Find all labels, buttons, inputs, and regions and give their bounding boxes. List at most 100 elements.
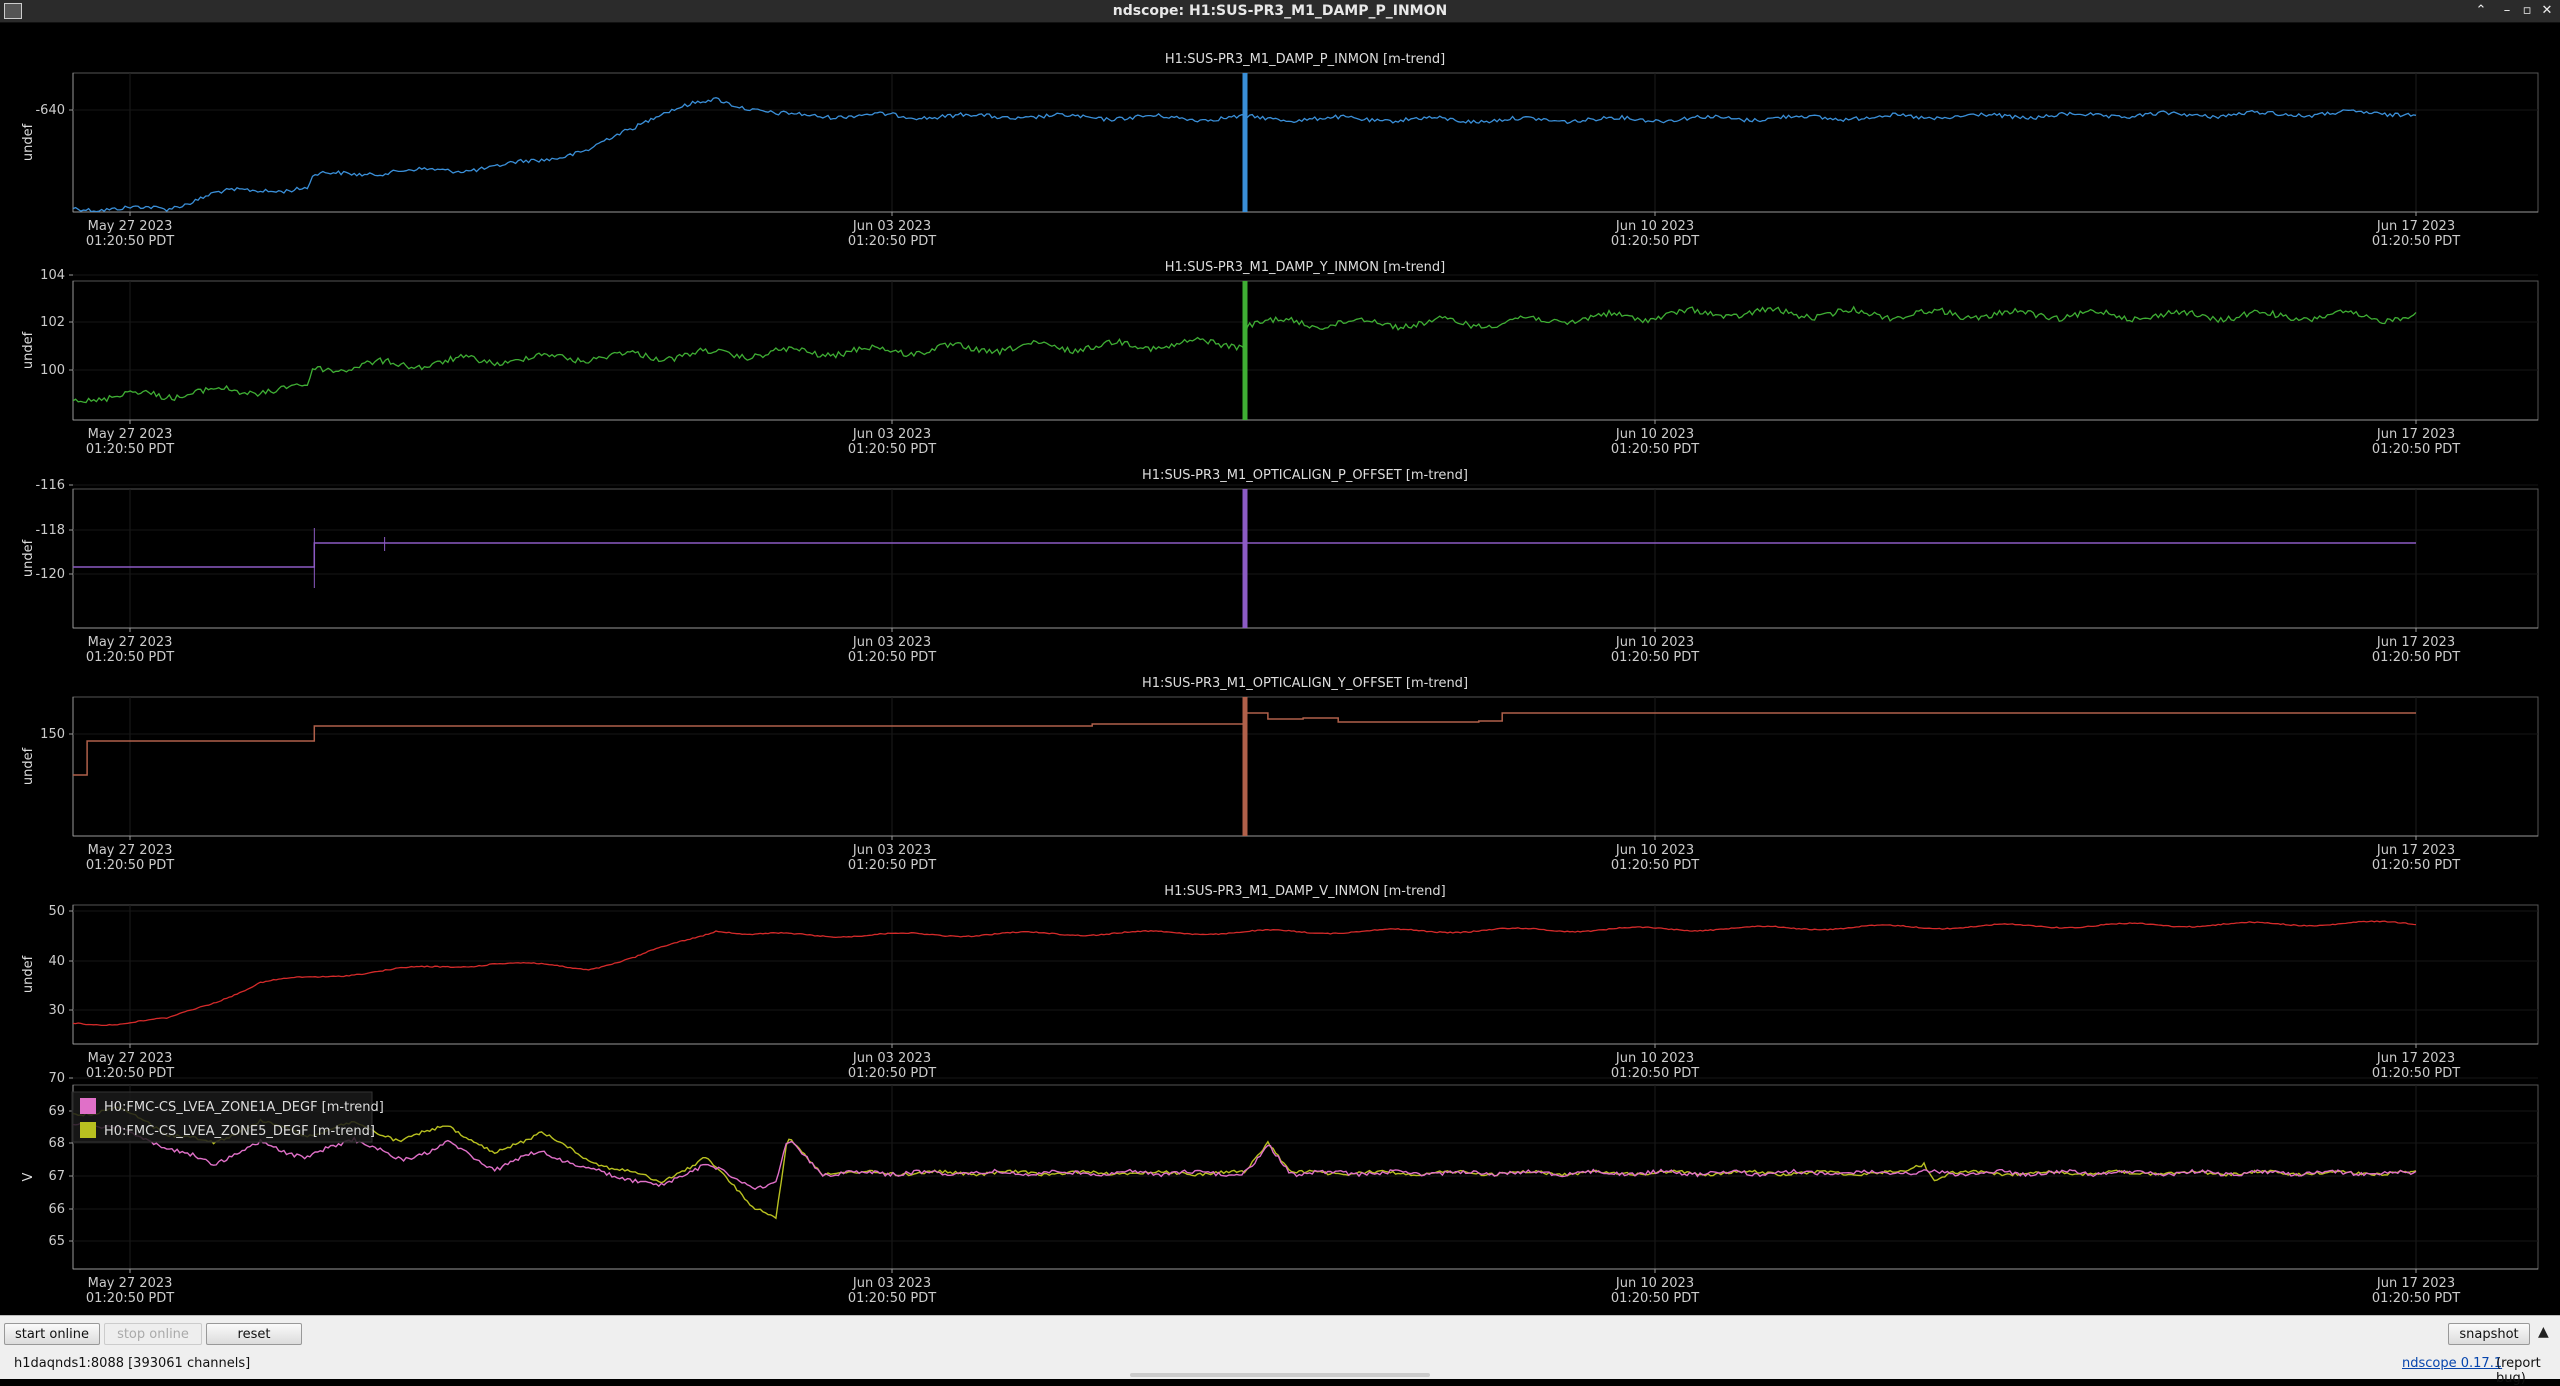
x-tick-date: May 27 2023 — [88, 843, 173, 858]
chevron-up-icon[interactable]: ⌃ — [2475, 3, 2487, 18]
x-tick-time: 01:20:50 PDT — [1611, 234, 1699, 249]
x-tick-date: Jun 03 2023 — [852, 843, 931, 858]
server-status: h1daqnds1:8088 [393061 channels] — [14, 1356, 251, 1371]
x-tick-date: Jun 10 2023 — [1615, 635, 1694, 650]
y-tick-label: -120 — [35, 567, 65, 582]
legend: H0:FMC-CS_LVEA_ZONE1A_DEGF [m-trend] H0:F… — [71, 1091, 384, 1143]
plot-panel[interactable]: H1:SUS-PR3_M1_DAMP_V_INMON [m-trend] unde… — [21, 884, 2539, 1081]
x-tick-date: Jun 03 2023 — [852, 427, 931, 442]
y-tick-label: 30 — [48, 1003, 65, 1018]
legend-swatch — [80, 1098, 96, 1114]
plot-title: H1:SUS-PR3_M1_OPTICALIGN_Y_OFFSET [m-tre… — [1142, 676, 1468, 691]
reset-button[interactable]: reset — [206, 1323, 302, 1345]
window-titlebar: ndscope: H1:SUS-PR3_M1_DAMP_P_INMON ⌃ – … — [0, 0, 2560, 23]
snapshot-button[interactable]: snapshot — [2448, 1323, 2530, 1345]
x-tick-date: Jun 10 2023 — [1615, 219, 1694, 234]
plot-title: H1:SUS-PR3_M1_OPTICALIGN_P_OFFSET [m-tre… — [1142, 468, 1468, 483]
app-icon — [4, 3, 22, 19]
report-bug-link[interactable]: (report bug) — [2496, 1356, 2541, 1386]
x-tick-date: Jun 17 2023 — [2376, 1051, 2455, 1066]
x-tick-time: 01:20:50 PDT — [1611, 1066, 1699, 1081]
x-tick-time: 01:20:50 PDT — [86, 650, 174, 665]
plot-title: H1:SUS-PR3_M1_DAMP_P_INMON [m-trend] — [1165, 52, 1445, 67]
plot-panel[interactable]: H1:SUS-PR3_M1_OPTICALIGN_Y_OFFSET [m-tre… — [21, 676, 2539, 873]
y-tick-label: -640 — [35, 103, 65, 118]
plot-canvas[interactable]: H1:SUS-PR3_M1_DAMP_P_INMON [m-trend] unde… — [0, 23, 2560, 1315]
x-tick-date: May 27 2023 — [88, 1051, 173, 1066]
y-tick-label: 102 — [40, 315, 65, 330]
version-link[interactable]: ndscope 0.17.1 — [2402, 1356, 2503, 1371]
window-title: ndscope: H1:SUS-PR3_M1_DAMP_P_INMON — [1112, 3, 1448, 19]
y-tick-label: -118 — [35, 523, 65, 538]
x-tick-date: Jun 10 2023 — [1615, 1276, 1694, 1291]
x-tick-time: 01:20:50 PDT — [848, 858, 936, 873]
y-axis-label: undef — [21, 747, 36, 785]
legend-swatch — [80, 1122, 96, 1138]
x-tick-time: 01:20:50 PDT — [2372, 1066, 2460, 1081]
data-trace-zone1a — [73, 1122, 2417, 1191]
plot-frame[interactable] — [72, 280, 2539, 421]
x-tick-time: 01:20:50 PDT — [1611, 1291, 1699, 1306]
plot-frame[interactable] — [72, 72, 2539, 213]
x-tick-date: Jun 03 2023 — [852, 1051, 931, 1066]
minimize-icon[interactable]: – — [2503, 3, 2511, 18]
maximize-icon[interactable]: ▫ — [2522, 3, 2532, 18]
x-tick-date: Jun 17 2023 — [2376, 427, 2455, 442]
x-tick-time: 01:20:50 PDT — [848, 442, 936, 457]
x-tick-date: Jun 10 2023 — [1615, 427, 1694, 442]
x-tick-date: May 27 2023 — [88, 635, 173, 650]
plot-area[interactable]: H1:SUS-PR3_M1_DAMP_P_INMON [m-trend] unde… — [0, 23, 2560, 1315]
x-tick-date: May 27 2023 — [88, 427, 173, 442]
data-trace — [73, 712, 2416, 776]
plot-panel[interactable]: H1:SUS-PR3_M1_DAMP_P_INMON [m-trend] unde… — [21, 52, 2539, 249]
trace-group — [73, 73, 2417, 212]
data-spike — [1242, 281, 1248, 420]
plot-frame[interactable] — [72, 696, 2539, 837]
y-axis-label: undef — [21, 955, 36, 993]
x-tick-time: 01:20:50 PDT — [86, 442, 174, 457]
y-axis-label: undef — [21, 331, 36, 369]
y-tick-label: 100 — [40, 363, 65, 378]
x-tick-time: 01:20:50 PDT — [86, 1066, 174, 1081]
x-tick-time: 01:20:50 PDT — [848, 234, 936, 249]
stop-online-button[interactable]: stop online — [104, 1323, 202, 1345]
x-tick-date: Jun 03 2023 — [852, 1276, 931, 1291]
x-tick-time: 01:20:50 PDT — [2372, 234, 2460, 249]
data-trace — [73, 920, 2417, 1027]
y-tick-label: 66 — [48, 1202, 65, 1217]
plot-frame[interactable] — [72, 904, 2539, 1045]
x-tick-date: Jun 10 2023 — [1615, 843, 1694, 858]
start-online-button[interactable]: start online — [4, 1323, 100, 1345]
data-spike — [1242, 489, 1248, 628]
plot-frame[interactable] — [72, 488, 2539, 629]
x-tick-date: Jun 17 2023 — [2376, 843, 2455, 858]
expand-arrow-icon[interactable]: ▲ — [2538, 1324, 2549, 1340]
x-tick-date: Jun 17 2023 — [2376, 635, 2455, 650]
plot-title: H1:SUS-PR3_M1_DAMP_V_INMON [m-trend] — [1164, 884, 1445, 899]
data-spike — [1242, 697, 1248, 836]
plot-panel[interactable]: H1:SUS-PR3_M1_DAMP_Y_INMON [m-trend] unde… — [21, 260, 2539, 457]
y-axis-label: undef — [21, 539, 36, 577]
bottom-toolbar: start online stop online reset snapshot … — [0, 1315, 2560, 1386]
plot-frame[interactable] — [72, 1084, 2539, 1270]
x-tick-time: 01:20:50 PDT — [848, 1066, 936, 1081]
plot-panel[interactable]: H1:SUS-PR3_M1_OPTICALIGN_P_OFFSET [m-tre… — [21, 468, 2539, 665]
x-tick-time: 01:20:50 PDT — [86, 858, 174, 873]
y-tick-label: 70 — [48, 1071, 65, 1086]
x-tick-time: 01:20:50 PDT — [2372, 858, 2460, 873]
trace-group — [73, 920, 2417, 1027]
data-spike — [1242, 73, 1248, 212]
trace-group — [73, 281, 2417, 420]
resize-grip[interactable] — [1130, 1373, 1430, 1377]
x-tick-time: 01:20:50 PDT — [848, 650, 936, 665]
x-tick-time: 01:20:50 PDT — [1611, 650, 1699, 665]
x-tick-time: 01:20:50 PDT — [848, 1291, 936, 1306]
legend-label: H0:FMC-CS_LVEA_ZONE1A_DEGF [m-trend] — [104, 1100, 384, 1115]
y-tick-label: -116 — [35, 478, 65, 493]
x-tick-date: Jun 03 2023 — [852, 219, 931, 234]
trace-group — [73, 1106, 2417, 1220]
x-tick-date: Jun 10 2023 — [1615, 1051, 1694, 1066]
trace-group — [73, 489, 2416, 628]
close-icon[interactable]: ✕ — [2541, 3, 2553, 18]
